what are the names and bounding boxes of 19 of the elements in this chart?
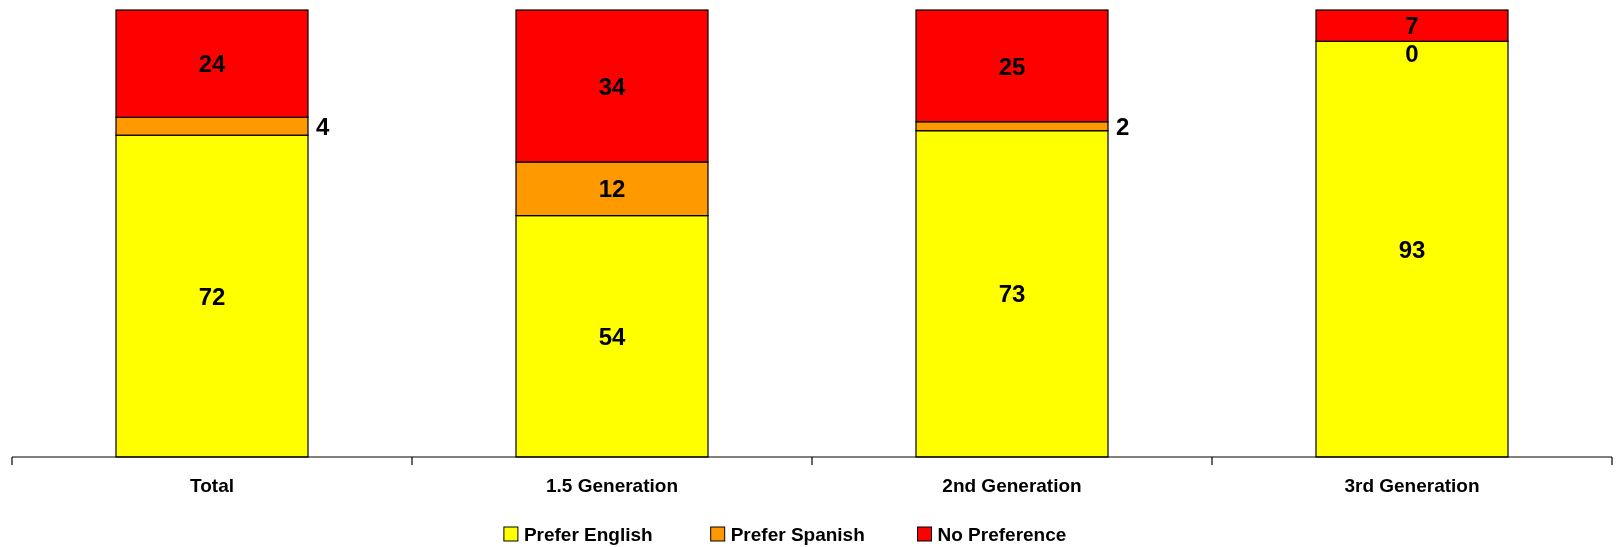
- data-label: 34: [598, 72, 626, 100]
- data-label: 25: [998, 52, 1026, 80]
- data-label: 73: [998, 280, 1026, 308]
- x-tick-label: 2nd Generation: [942, 475, 1082, 496]
- legend-label: No Preference: [937, 523, 1067, 545]
- x-tick-label: Total: [190, 475, 234, 496]
- legend-label: Prefer Spanish: [730, 523, 865, 545]
- data-label: 54: [598, 322, 626, 350]
- data-label: 2: [1116, 112, 1130, 140]
- data-label: 4: [316, 112, 330, 140]
- data-label: 72: [198, 282, 226, 310]
- x-tick-label: 3rd Generation: [1344, 475, 1480, 496]
- legend-label: Prefer English: [523, 523, 653, 545]
- x-tick-label: 1.5 Generation: [546, 475, 678, 496]
- data-label: 7: [1405, 12, 1419, 40]
- data-label: 12: [598, 175, 626, 203]
- data-label: 0: [1405, 40, 1419, 68]
- data-label: 93: [1398, 235, 1426, 263]
- data-label: 24: [198, 50, 226, 78]
